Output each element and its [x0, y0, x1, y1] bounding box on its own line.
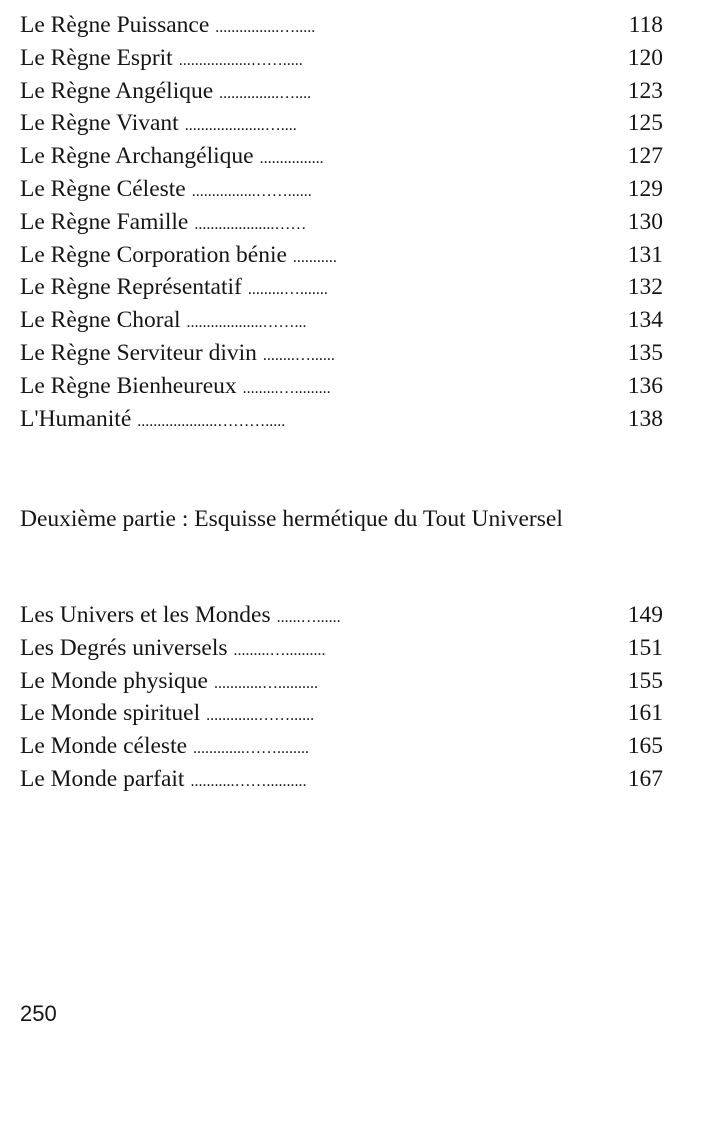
entry-page-number: 125	[627, 110, 663, 137]
entry-title: Le Règne Puissance	[20, 12, 210, 38]
entry-title: Le Monde spirituel	[20, 700, 201, 727]
entry-page-number: 138	[627, 405, 663, 432]
entry-page-number: 149	[627, 602, 663, 628]
toc-entry: Le Monde parfait ...........…….......... 1…	[20, 763, 663, 796]
dot-leader: ........…......	[262, 346, 335, 364]
dot-leader: .........….......	[247, 281, 328, 299]
dot-leader: ....................……….....	[137, 412, 286, 430]
entry-page-number: 129	[627, 175, 663, 202]
entry-page-number: 161	[627, 700, 663, 727]
dot-leader: ..................…….....	[178, 51, 303, 69]
entry-title: Le Règne Choral	[20, 307, 181, 334]
entry-title: Les Degrés universels	[20, 634, 228, 661]
dot-leader: ................……......	[191, 182, 312, 200]
dot-leader: .........…..........	[233, 641, 326, 659]
dot-leader: .............……........	[193, 740, 310, 758]
page-number: 250	[20, 1001, 57, 1026]
toc-entry: Le Monde physique ............…..........…	[20, 665, 663, 698]
entry-page-number: 127	[627, 143, 663, 170]
entry-page-number: 167	[627, 765, 663, 792]
entry-page-number: 151	[627, 634, 663, 661]
toc-entry: Le Règne Céleste ................……......…	[20, 173, 663, 206]
toc-entry: Le Règne Représentatif .........…....... 1…	[20, 271, 663, 304]
dot-leader: .............……......	[206, 707, 315, 725]
entry-page-number: 165	[627, 733, 663, 760]
dot-leader: ............…..........	[213, 674, 318, 692]
entry-title: Le Règne Archangélique	[20, 143, 254, 170]
entry-page-number: 134	[627, 307, 663, 334]
entry-page-number: 135	[627, 339, 663, 366]
dot-leader: ......…......	[276, 609, 341, 626]
toc-entry: Le Règne Angélique ...............….... 12…	[20, 75, 663, 108]
dot-leader: ...............…....	[219, 84, 312, 102]
toc-entry: Le Règne Choral ...................……... 1…	[20, 304, 663, 337]
entry-title: Le Monde physique	[20, 667, 208, 694]
entry-page-number: 136	[627, 372, 663, 399]
toc-entry: Le Règne Archangélique................ 12…	[20, 140, 663, 173]
entry-page-number: 123	[627, 77, 663, 104]
entry-title: Le Règne Esprit	[20, 44, 173, 71]
dot-leader: ................….....	[215, 19, 316, 36]
toc-entry: Le Règne Puissance ................….....…	[20, 9, 663, 42]
entry-page-number: 130	[627, 208, 663, 235]
dot-leader: ...........……..........	[190, 772, 307, 790]
part-two-heading: Deuxième partie : Esquisse hermétique du…	[20, 506, 563, 532]
entry-title: Le Règne Angélique	[20, 77, 214, 104]
entry-page-number: 118	[628, 12, 663, 38]
entry-title: Le Règne Corporation bénie	[20, 241, 287, 268]
toc-entry: Le Règne Vivant ....................…....…	[20, 107, 663, 140]
entry-title: Le Monde céleste	[20, 733, 188, 760]
entry-title: Le Règne Céleste	[20, 175, 186, 202]
entry-title: Le Règne Serviteur divin	[20, 339, 257, 366]
entry-title: Le Règne Famille	[20, 208, 189, 235]
entry-page-number: 131	[627, 241, 663, 268]
toc-part-one: Le Règne Puissance ................….....…	[20, 9, 663, 435]
entry-title: Le Règne Vivant	[20, 110, 179, 137]
dot-leader: ....................……	[194, 215, 307, 233]
toc-entry: Le Règne Corporation bénie........... 131	[20, 239, 663, 272]
dot-leader: .........….........	[242, 379, 331, 397]
dot-leader: ...................……...	[186, 314, 307, 332]
toc-entry: Le Monde céleste .............……........ 1…	[20, 730, 663, 763]
entry-title: L'Humanité	[20, 405, 132, 432]
toc-entry: Les Univers et les Mondes ......…...... 14…	[20, 599, 663, 632]
entry-page-number: 155	[627, 667, 663, 694]
toc-entry: Les Degrés universels .........….........…	[20, 632, 663, 665]
toc-entry: Le Monde spirituel .............……...... 1…	[20, 697, 663, 730]
dot-leader: ...........	[292, 248, 337, 266]
entry-page-number: 120	[627, 44, 663, 71]
toc-entry: L'Humanité ....................………..... 13…	[20, 403, 663, 436]
entry-title: Le Règne Bienheureux	[20, 372, 237, 399]
entry-title: Le Monde parfait	[20, 765, 185, 792]
entry-title: Le Règne Représentatif	[20, 274, 242, 301]
toc-entry: Le Règne Esprit ..................…….....…	[20, 42, 663, 75]
toc-entry: Le Règne Bienheureux .........…......... 1…	[20, 370, 663, 403]
toc-entry: Le Règne Famille ....................…… 13…	[20, 206, 663, 239]
dot-leader: ................	[259, 150, 324, 168]
toc-entry: Le Règne Serviteur divin ........…...... 1…	[20, 337, 663, 370]
toc-part-two: Les Univers et les Mondes ......…...... 14…	[20, 599, 663, 796]
dot-leader: ....................…....	[184, 117, 297, 135]
entry-title: Les Univers et les Mondes	[20, 602, 271, 628]
entry-page-number: 132	[627, 274, 663, 301]
